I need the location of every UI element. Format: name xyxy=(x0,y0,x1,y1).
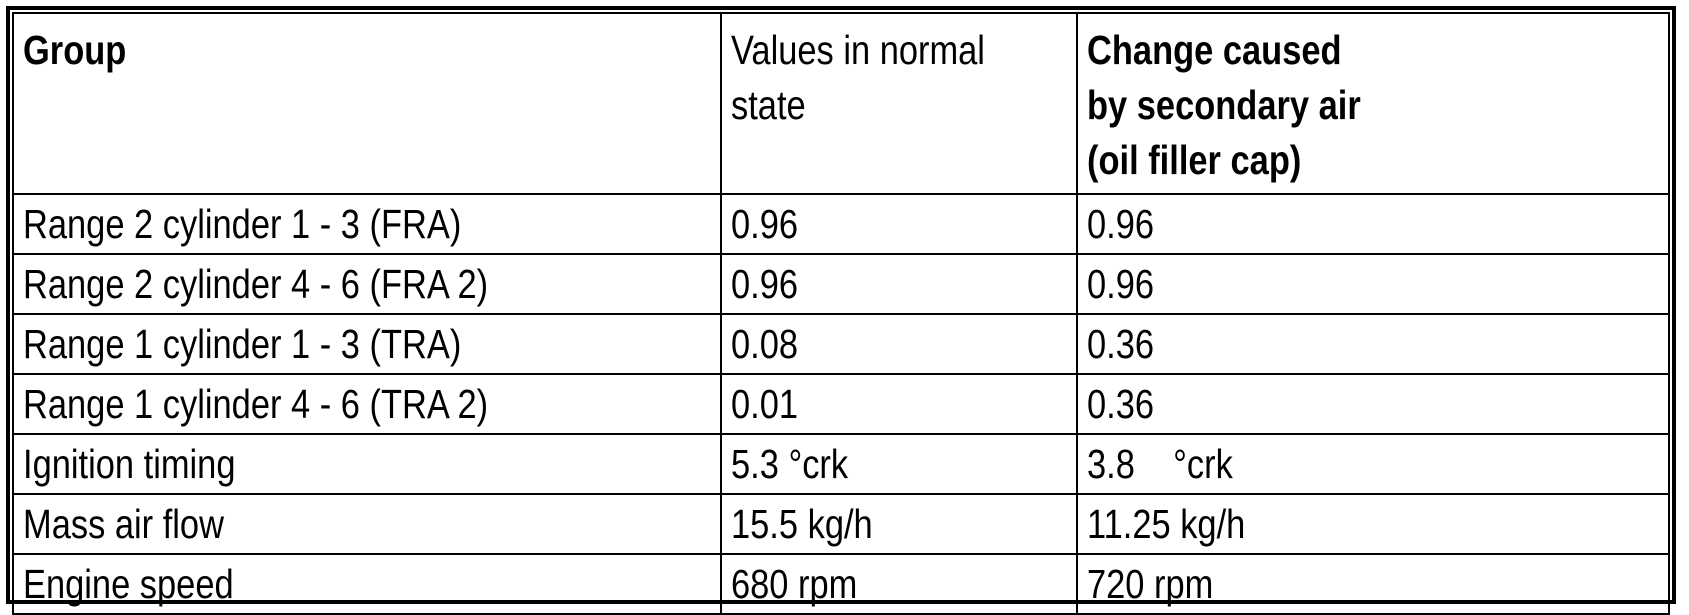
group-value: Mass air flow xyxy=(23,500,224,547)
normal-state-cell: 0.01 xyxy=(720,373,1078,435)
group-value: Range 1 cylinder 1 - 3 (TRA) xyxy=(23,320,462,367)
diagnostic-values-table: Group Values in normal state Change caus… xyxy=(12,12,1670,615)
group-cell: Range 2 cylinder 4 - 6 (FRA 2) xyxy=(12,253,722,315)
normal-state-cell: 0.96 xyxy=(720,253,1078,315)
table-row: Mass air flow 15.5 kg/h 11.25 kg/h xyxy=(12,493,1670,555)
group-cell: Range 1 cylinder 1 - 3 (TRA) xyxy=(12,313,722,375)
column-header-change-secondary-air-label: Change caused by secondary air (oil fill… xyxy=(1087,27,1361,183)
change-value: 720 rpm xyxy=(1087,560,1214,607)
normal-state-cell: 5.3 °crk xyxy=(720,433,1078,495)
change-cell: 0.36 xyxy=(1076,313,1670,375)
group-cell: Range 2 cylinder 1 - 3 (FRA) xyxy=(12,193,722,255)
group-cell: Mass air flow xyxy=(12,493,722,555)
table-row: Range 1 cylinder 4 - 6 (TRA 2) 0.01 0.36 xyxy=(12,373,1670,435)
group-cell: Engine speed xyxy=(12,553,722,615)
normal-state-value: 5.3 °crk xyxy=(731,440,849,487)
change-cell: 0.96 xyxy=(1076,193,1670,255)
normal-state-value: 15.5 kg/h xyxy=(731,500,873,547)
table-row: Ignition timing 5.3 °crk 3.8 °crk xyxy=(12,433,1670,495)
change-value: 0.96 xyxy=(1087,200,1155,247)
change-value: 3.8 °crk xyxy=(1087,440,1233,487)
table-row: Range 2 cylinder 4 - 6 (FRA 2) 0.96 0.96 xyxy=(12,253,1670,315)
header-row: Group Values in normal state Change caus… xyxy=(12,12,1670,195)
group-value: Range 2 cylinder 1 - 3 (FRA) xyxy=(23,200,462,247)
column-header-normal-values-label: Values in normal state xyxy=(731,27,985,128)
change-cell: 11.25 kg/h xyxy=(1076,493,1670,555)
normal-state-value: 680 rpm xyxy=(731,560,858,607)
change-cell: 0.36 xyxy=(1076,373,1670,435)
change-value: 0.96 xyxy=(1087,260,1155,307)
group-value: Range 1 cylinder 4 - 6 (TRA 2) xyxy=(23,380,489,427)
normal-state-cell: 0.96 xyxy=(720,193,1078,255)
normal-state-cell: 680 rpm xyxy=(720,553,1078,615)
group-cell: Ignition timing xyxy=(12,433,722,495)
group-value: Engine speed xyxy=(23,560,234,607)
column-header-normal-values: Values in normal state xyxy=(720,12,1078,195)
normal-state-value: 0.08 xyxy=(731,320,799,367)
table-row: Range 2 cylinder 1 - 3 (FRA) 0.96 0.96 xyxy=(12,193,1670,255)
table-outer-border: Group Values in normal state Change caus… xyxy=(6,6,1676,615)
normal-state-cell: 0.08 xyxy=(720,313,1078,375)
normal-state-value: 0.01 xyxy=(731,380,799,427)
table-row: Range 1 cylinder 1 - 3 (TRA) 0.08 0.36 xyxy=(12,313,1670,375)
change-value: 11.25 kg/h xyxy=(1087,500,1246,547)
normal-state-cell: 15.5 kg/h xyxy=(720,493,1078,555)
normal-state-value: 0.96 xyxy=(731,260,799,307)
group-value: Range 2 cylinder 4 - 6 (FRA 2) xyxy=(23,260,489,307)
table-row: Engine speed 680 rpm 720 rpm xyxy=(12,553,1670,615)
group-value: Ignition timing xyxy=(23,440,236,487)
change-value: 0.36 xyxy=(1087,320,1155,367)
change-value: 0.36 xyxy=(1087,380,1155,427)
change-cell: 3.8 °crk xyxy=(1076,433,1670,495)
change-cell: 0.96 xyxy=(1076,253,1670,315)
group-cell: Range 1 cylinder 4 - 6 (TRA 2) xyxy=(12,373,722,435)
column-header-change-secondary-air: Change caused by secondary air (oil fill… xyxy=(1076,12,1670,195)
change-cell: 720 rpm xyxy=(1076,553,1670,615)
column-header-group-label: Group xyxy=(23,27,127,73)
column-header-group: Group xyxy=(12,12,722,195)
normal-state-value: 0.96 xyxy=(731,200,799,247)
